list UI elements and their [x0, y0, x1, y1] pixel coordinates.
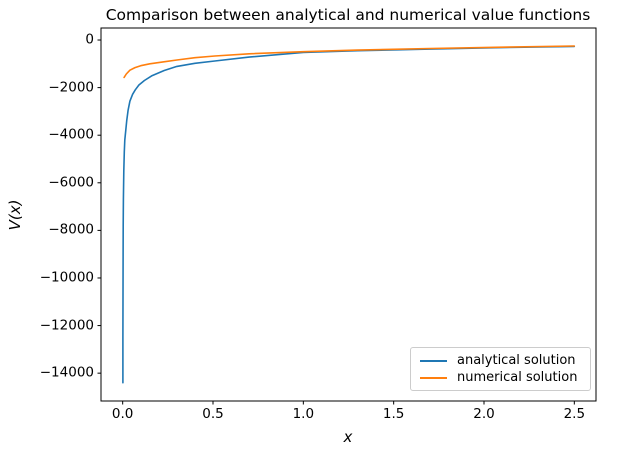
x-tick-label: 0.5: [202, 406, 224, 422]
legend-swatch-numerical: [420, 376, 447, 379]
y-tick-label: −10000: [39, 269, 94, 286]
legend-entry-analytical: analytical solution: [420, 353, 581, 368]
legend-entry-numerical: numerical solution: [420, 370, 581, 385]
axes-frame: [100, 27, 597, 402]
x-tick-label: 1.5: [382, 406, 405, 422]
y-tick-label: −4000: [48, 126, 94, 143]
x-tick-label: 2.5: [563, 406, 586, 422]
chart-title: Comparison between analytical and numeri…: [105, 6, 591, 24]
legend-label-numerical: numerical solution: [457, 370, 578, 385]
x-tick-label: 1.0: [292, 406, 315, 422]
y-tick-label: 0: [85, 31, 94, 48]
analytical-solution-line: [122, 45, 576, 384]
y-tick-label: −6000: [48, 174, 94, 191]
legend-label-analytical: analytical solution: [457, 353, 576, 368]
x-tick-label: 2.0: [473, 406, 495, 422]
x-axis-label: x: [343, 428, 353, 446]
y-tick-label: −12000: [39, 316, 94, 333]
x-tick-label: 0.0: [111, 406, 134, 422]
y-tick-label: −8000: [48, 221, 94, 238]
y-axis-label: V(x): [6, 199, 24, 231]
y-tick-label: −2000: [48, 78, 94, 95]
numerical-solution-line: [123, 45, 576, 79]
y-tick-label: −14000: [39, 364, 94, 381]
legend-swatch-analytical: [420, 359, 447, 362]
legend: analytical solution numerical solution: [410, 347, 591, 391]
